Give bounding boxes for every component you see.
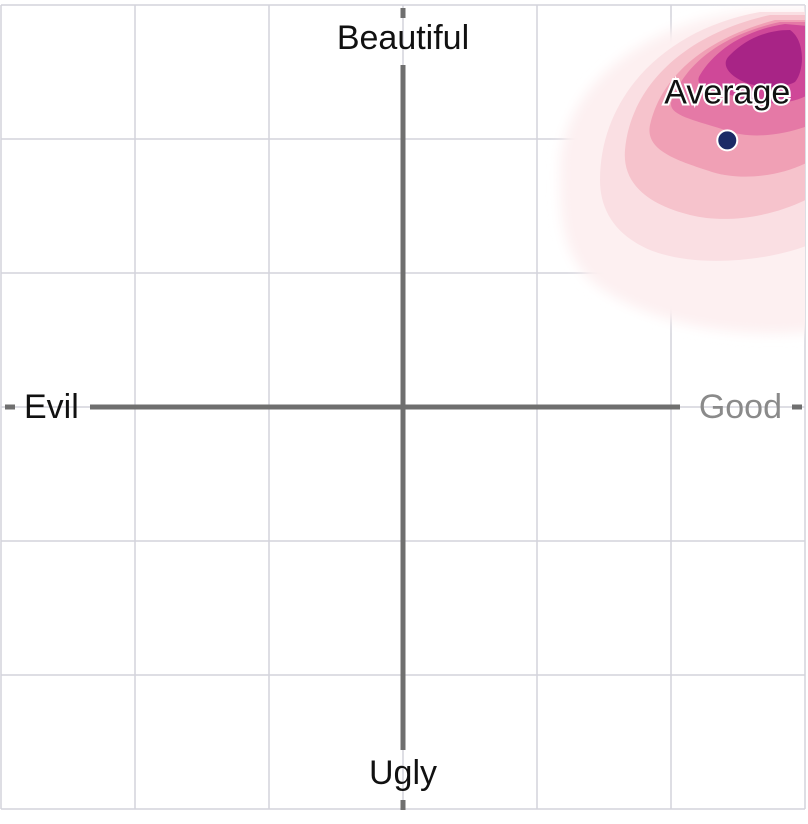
- points: Average: [662, 71, 792, 152]
- axis-label-left: Evil: [24, 388, 79, 426]
- point-label: Average: [664, 73, 790, 111]
- contour: [725, 30, 802, 88]
- point: [716, 129, 739, 152]
- axis-label-bottom: Ugly: [369, 754, 437, 792]
- density-contours: [560, 10, 805, 334]
- axis-label-top: Beautiful: [337, 19, 469, 57]
- axis-label-right: Good: [699, 388, 782, 426]
